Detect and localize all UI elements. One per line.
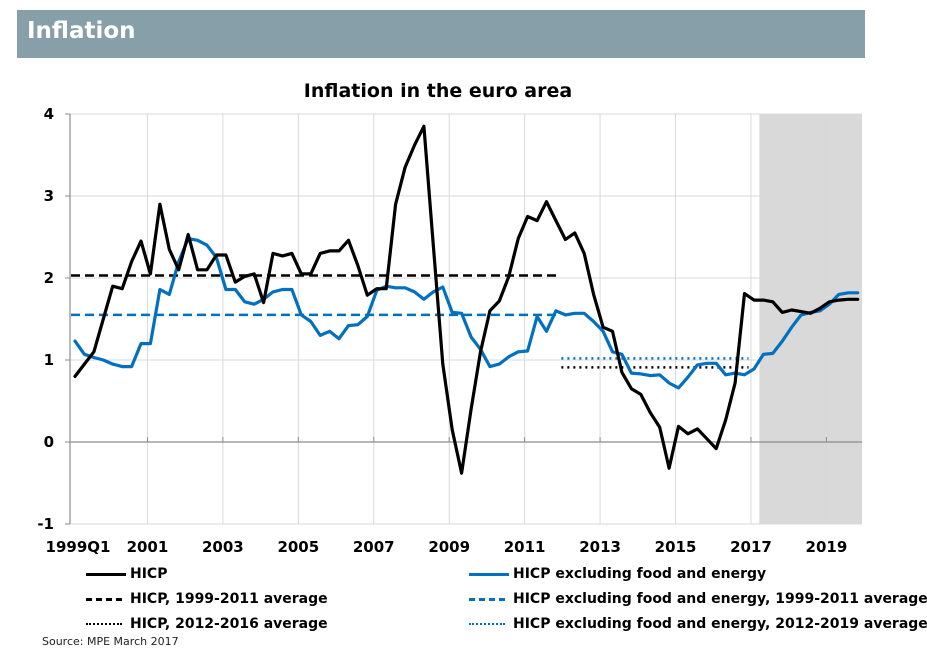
legend-swatch-dotted-black [86,623,122,625]
legend-swatch-dashed-black [86,597,122,601]
series-line-hicp-excluding-food-and-energy [73,237,860,390]
legend-swatch-solid-blue [469,572,509,576]
x-tick-label: 2009 [428,538,470,556]
legend-label: HICP excluding food and energy [513,566,767,582]
x-tick-label: 2015 [655,538,697,556]
legend-item-hicp-avg-1999-2011: HICP, 1999-2011 average [86,591,328,607]
section-header-banner: Inflation [17,10,865,58]
x-tick-label: 2019 [806,538,848,556]
series-lines [73,124,860,475]
y-tick-label: 1 [44,351,54,369]
x-tick-label: 2007 [353,538,395,556]
x-tick-label: 2005 [277,538,319,556]
legend-swatch-dashed-blue [469,597,505,601]
y-tick-label: 0 [44,433,54,451]
legend-label: HICP excluding food and energy, 1999-201… [513,591,927,607]
chart-title: Inflation in the euro area [304,80,572,102]
legend-label: HICP, 1999-2011 average [130,591,328,607]
x-tick-label: 2013 [579,538,621,556]
legend-label: HICP, 2012-2016 average [130,616,328,632]
legend-label: HICP excluding food and energy, 2012-201… [513,616,927,632]
y-tick-label: 2 [44,269,54,287]
legend-swatch-solid-black [86,572,126,576]
x-tick-label: 2011 [504,538,546,556]
y-tick-label: 4 [44,105,54,123]
legend-item-core-avg-1999-2011: HICP excluding food and energy, 1999-201… [469,591,927,607]
x-tick-label: 2003 [202,538,244,556]
gridlines [70,113,862,525]
series-line-hicp [73,124,860,475]
projection-shade [759,114,862,524]
legend-item-core: HICP excluding food and energy [469,566,766,582]
legend-item-hicp: HICP [86,566,167,582]
x-tick-label: 2001 [127,538,169,556]
projection-shade-layer [759,114,862,524]
average-lines [71,274,749,369]
y-tick-label: 3 [44,187,54,205]
source-note: Source: MPE March 2017 [42,635,179,648]
legend-item-core-avg-2012-2019: HICP excluding food and energy, 2012-201… [469,616,927,632]
y-tick-label: -1 [37,515,54,533]
x-tick-labels: 1999Q1 2001 2003 2005 2007 2009 2011 2013 2015 20… [46,538,848,556]
section-title: Inflation [27,18,136,44]
x-tick-label: 1999Q1 [46,538,111,556]
legend-swatch-dotted-blue [469,623,505,625]
legend-item-hicp-avg-2012-2016: HICP, 2012-2016 average [86,616,328,632]
y-tick-labels: -1 0 1 2 3 4 [37,105,54,533]
x-tick-label: 2017 [730,538,772,556]
legend-label: HICP [130,566,168,582]
